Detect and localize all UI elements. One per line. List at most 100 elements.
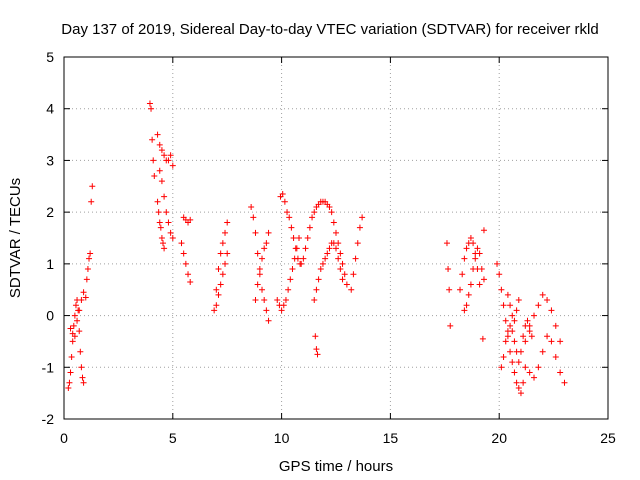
data-point (498, 364, 505, 371)
data-point (333, 229, 339, 236)
data-point (263, 307, 270, 314)
x-axis-label: GPS time / hours (279, 458, 393, 475)
data-point (70, 322, 77, 329)
data-point (289, 266, 296, 273)
data-point (461, 255, 468, 262)
data-point (467, 235, 474, 241)
data-point (68, 353, 75, 360)
data-point (180, 250, 187, 257)
data-point (443, 240, 450, 247)
data-point (502, 338, 509, 345)
data-point (313, 286, 320, 293)
data-point (213, 302, 220, 309)
data-point (252, 229, 259, 236)
data-point (531, 312, 538, 319)
data-point (552, 353, 559, 360)
data-point (178, 240, 185, 247)
data-point (311, 209, 318, 216)
data-point (294, 255, 301, 262)
data-point (498, 286, 505, 293)
data-point (356, 224, 363, 231)
data-point (535, 364, 542, 371)
series-arc-5 (154, 131, 176, 241)
data-point (265, 229, 272, 236)
data-point (522, 338, 529, 345)
data-point (548, 338, 555, 345)
data-point (561, 379, 568, 386)
data-point (513, 379, 520, 386)
data-point (156, 141, 163, 148)
series-arc-1 (65, 297, 87, 391)
axis-ticks (63, 56, 609, 420)
data-point (154, 131, 161, 138)
data-point (535, 302, 542, 309)
y-tick-label: 4 (46, 101, 54, 117)
y-tick-label: 0 (46, 308, 54, 324)
data-point (326, 245, 333, 252)
data-point (509, 312, 516, 319)
data-point (285, 286, 292, 293)
series-arc-17 (312, 333, 321, 358)
data-point (515, 384, 522, 391)
data-point (548, 307, 555, 314)
data-point (311, 297, 318, 304)
data-point (552, 322, 559, 329)
data-point (507, 322, 514, 329)
data-point (259, 255, 266, 262)
data-point (312, 333, 319, 340)
x-tick-label: 10 (274, 430, 290, 446)
data-point (74, 317, 81, 324)
data-point (330, 219, 337, 226)
data-point (217, 250, 224, 257)
series-arc-18 (348, 214, 366, 293)
y-tick-label: -1 (42, 359, 55, 375)
data-point (165, 157, 172, 164)
data-point (182, 260, 189, 267)
y-axis-label: SDTVAR / TECUs (7, 178, 24, 298)
data-point (472, 255, 479, 262)
data-point (480, 227, 487, 234)
data-point (341, 271, 348, 278)
data-point (146, 100, 153, 107)
series-arc-27 (504, 291, 522, 324)
data-point (250, 214, 257, 221)
data-point (524, 317, 531, 324)
data-point (76, 328, 83, 335)
data-point (470, 266, 477, 273)
data-point (86, 255, 93, 262)
y-tick-label: 1 (46, 256, 54, 272)
plot-frame (63, 56, 609, 420)
data-point (304, 235, 311, 241)
data-point (509, 328, 516, 335)
data-point (509, 359, 516, 366)
data-point (252, 297, 259, 304)
data-point (263, 240, 270, 247)
data-point (215, 266, 222, 273)
data-point (155, 209, 162, 216)
data-point (515, 359, 522, 366)
data-point (67, 325, 74, 332)
data-point (494, 260, 501, 267)
data-point (337, 266, 344, 273)
data-point (213, 286, 220, 293)
data-point (478, 266, 485, 273)
x-tick-label: 15 (383, 430, 399, 446)
x-tick-label: 20 (491, 430, 507, 446)
data-point (328, 209, 335, 216)
data-point (222, 260, 229, 267)
data-point (457, 286, 464, 293)
x-tick-label: 5 (169, 430, 177, 446)
data-point (314, 351, 321, 358)
data-point (82, 294, 89, 301)
data-point (78, 297, 85, 304)
data-point (343, 281, 350, 288)
data-point (467, 281, 474, 288)
data-point (187, 216, 194, 223)
data-point (474, 245, 481, 252)
data-point (261, 297, 268, 304)
series-arc-11 (248, 203, 272, 324)
data-point (156, 167, 163, 174)
data-point (352, 255, 359, 262)
data-point (83, 276, 90, 283)
series-arc-14 (277, 191, 304, 267)
